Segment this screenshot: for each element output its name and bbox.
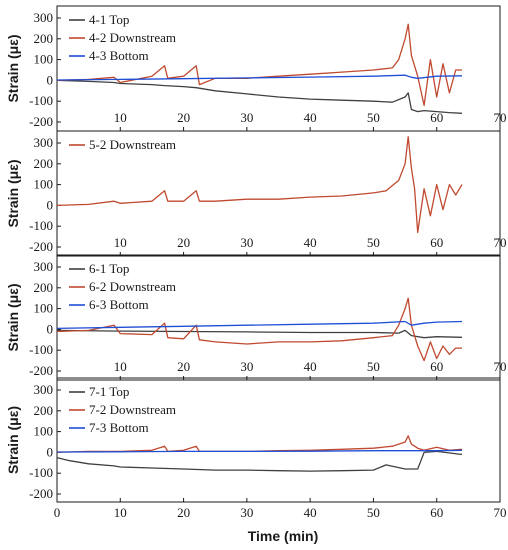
x-tick-label: 60 (430, 505, 443, 520)
legend-label: 4-3 Bottom (89, 48, 149, 63)
series-line-6-3-bottom (56, 320, 463, 330)
y-tick-label: -200 (29, 114, 53, 129)
y-tick-label: -100 (29, 465, 53, 480)
x-tick-label: 70 (494, 359, 507, 374)
x-tick-label: 50 (367, 505, 380, 520)
chart-panel-1: 300 200 100 0 -100 -200 10 20 30 40 50 60 70 Strain (… (5, 5, 507, 132)
y-tick-label: 200 (34, 156, 54, 171)
x-tick-label: 20 (177, 235, 190, 250)
legend-label: 6-1 Top (89, 261, 129, 276)
x-tick-label: 60 (430, 359, 443, 374)
y-axis-title: Strain (με) (5, 159, 21, 227)
chart-panel-2: 300 200 100 0 -100 -200 10 20 30 40 50 60 70 Strain (… (5, 130, 507, 257)
y-tick-label: 200 (34, 31, 54, 46)
y-tick-label: -100 (29, 342, 53, 357)
panel-frame (56, 130, 501, 257)
x-tick-label: 10 (114, 110, 127, 125)
series-line-4-3-bottom (56, 74, 463, 81)
x-tick-label: 20 (177, 110, 190, 125)
x-tick-label: 10 (114, 235, 127, 250)
x-tick-label: 50 (367, 110, 380, 125)
legend: 4-1 Top 4-2 Downstream 4-3 Bottom (69, 12, 176, 63)
y-tick-label: 100 (34, 52, 54, 67)
y-tick-label: 200 (34, 280, 54, 295)
series-line-7-2-downstream (56, 435, 463, 454)
y-tick-label: 300 (34, 135, 54, 150)
y-tick-label: -200 (29, 363, 53, 378)
y-tick-label: -200 (29, 486, 53, 501)
series-line-4-1-top (56, 79, 463, 114)
y-axis-title: Strain (με) (5, 283, 21, 351)
x-tick-label: 40 (304, 110, 317, 125)
y-tick-label: 0 (47, 197, 54, 212)
y-tick-label: 100 (34, 177, 54, 192)
panel-frame (56, 254, 501, 381)
y-tick-label: 200 (34, 403, 54, 418)
x-tick-label: 60 (430, 110, 443, 125)
x-tick-label: 40 (304, 235, 317, 250)
series-line-5-2-downstream (56, 136, 463, 234)
legend: 6-1 Top 6-2 Downstream 6-3 Bottom (69, 261, 176, 312)
y-tick-label: 100 (34, 424, 54, 439)
y-tick-label: 0 (47, 72, 54, 87)
y-axis-title: Strain (με) (5, 34, 21, 102)
legend-label: 4-2 Downstream (89, 30, 176, 45)
x-tick-label: 50 (367, 359, 380, 374)
x-axis-title: Time (min) (248, 528, 319, 544)
series-line-6-1-top (56, 329, 463, 339)
series-line-7-3-bottom (56, 449, 463, 453)
y-tick-label: -200 (29, 239, 53, 254)
y-axis-title: Strain (με) (5, 406, 21, 474)
legend: 7-1 Top 7-2 Downstream 7-3 Bottom (69, 384, 176, 435)
x-tick-label: 50 (367, 235, 380, 250)
legend-label: 4-1 Top (89, 12, 129, 27)
x-tick-label: 30 (240, 359, 253, 374)
y-tick-label: 300 (34, 382, 54, 397)
y-tick-label: -100 (29, 218, 53, 233)
y-tick-label: 0 (47, 444, 54, 459)
chart-panel-3: 300 200 100 0 -100 -200 10 20 30 40 50 60 70 Strain (… (5, 254, 507, 381)
legend: 5-2 Downstream (69, 137, 176, 152)
y-tick-label: 100 (34, 301, 54, 316)
legend-label: 7-1 Top (89, 384, 129, 399)
panel-frame (56, 377, 501, 503)
series-line-4-2-downstream (56, 23, 462, 107)
y-tick-label: 0 (47, 321, 54, 336)
y-tick-label: 300 (34, 259, 54, 274)
x-tick-label: 40 (304, 359, 317, 374)
y-tick-label: -100 (29, 93, 53, 108)
x-tick-label: 40 (304, 505, 317, 520)
x-tick-label: 20 (177, 359, 190, 374)
legend-label: 6-2 Downstream (89, 279, 176, 294)
x-tick-label: 0 (54, 505, 61, 520)
series-line-7-1-top (56, 450, 463, 472)
x-tick-label: 70 (494, 110, 507, 125)
legend-label: 7-2 Downstream (89, 402, 176, 417)
legend-label: 6-3 Bottom (89, 297, 149, 312)
x-tick-label: 60 (430, 235, 443, 250)
y-tick-label: 300 (34, 10, 54, 25)
legend-label: 7-3 Bottom (89, 420, 149, 435)
x-tick-label: 30 (240, 235, 253, 250)
x-tick-label: 30 (240, 110, 253, 125)
legend-label: 5-2 Downstream (89, 137, 176, 152)
x-tick-label: 10 (114, 359, 127, 374)
x-tick-label: 70 (494, 505, 507, 520)
x-tick-label: 70 (494, 235, 507, 250)
x-tick-label: 20 (177, 505, 190, 520)
x-tick-label: 10 (114, 505, 127, 520)
x-tick-label: 30 (240, 505, 253, 520)
